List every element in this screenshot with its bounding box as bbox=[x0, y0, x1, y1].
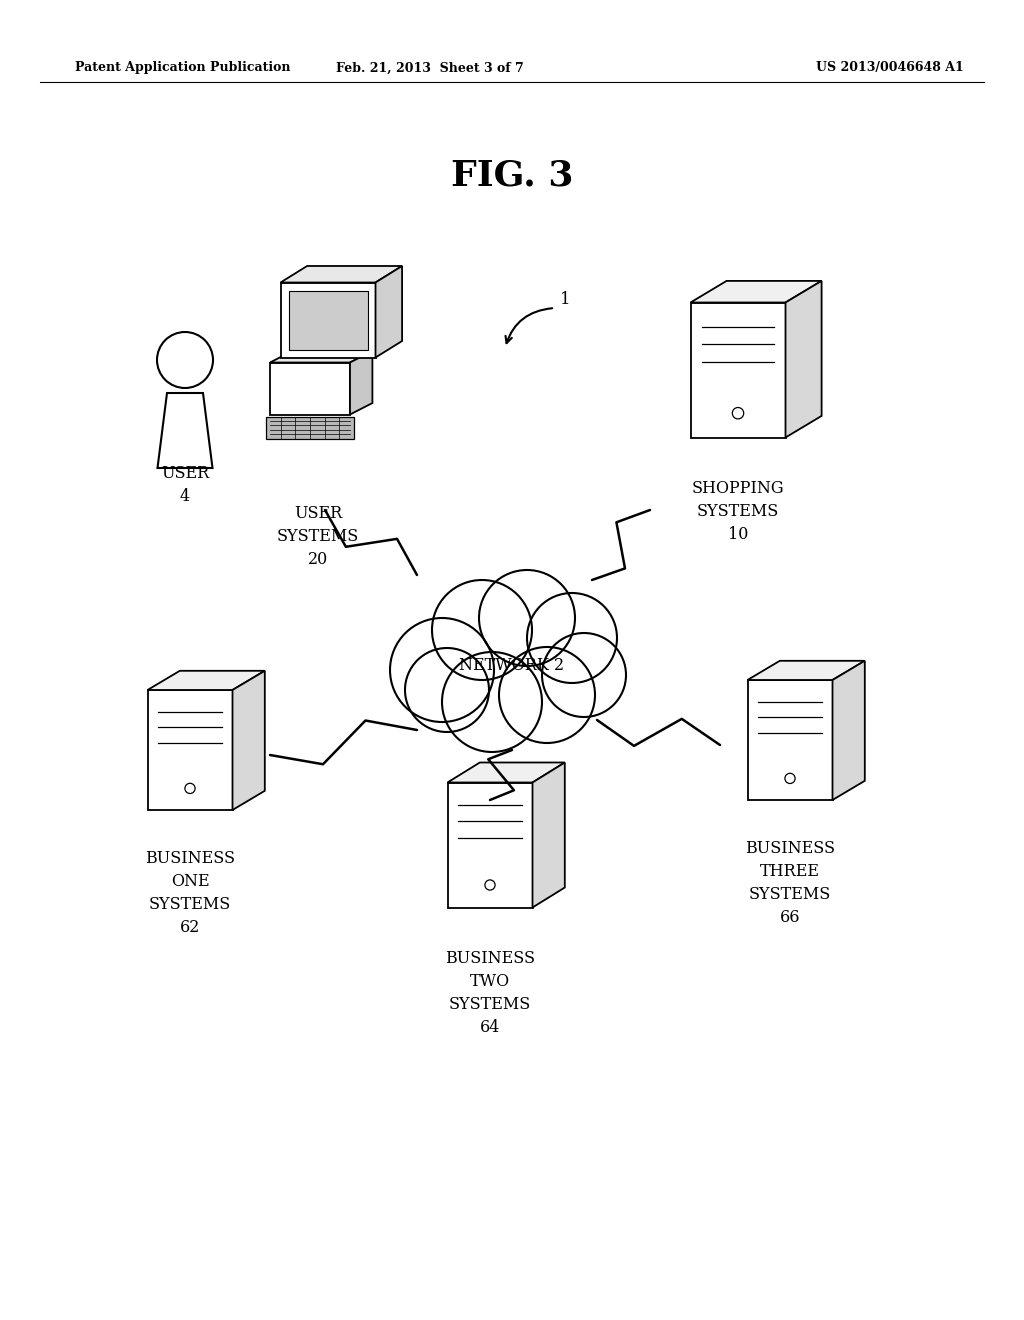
Text: BUSINESS
THREE
SYSTEMS
66: BUSINESS THREE SYSTEMS 66 bbox=[745, 840, 835, 925]
Text: Patent Application Publication: Patent Application Publication bbox=[75, 62, 291, 74]
Bar bbox=[270, 363, 350, 414]
Polygon shape bbox=[281, 267, 402, 282]
Circle shape bbox=[391, 619, 494, 721]
Circle shape bbox=[527, 594, 616, 682]
Polygon shape bbox=[447, 763, 565, 783]
Text: NETWORK 2: NETWORK 2 bbox=[460, 656, 564, 673]
Text: BUSINESS
TWO
SYSTEMS
64: BUSINESS TWO SYSTEMS 64 bbox=[445, 950, 535, 1036]
Bar bbox=[748, 680, 833, 800]
Polygon shape bbox=[690, 281, 821, 302]
Circle shape bbox=[479, 570, 575, 667]
Polygon shape bbox=[376, 267, 402, 358]
Text: FIG. 3: FIG. 3 bbox=[451, 158, 573, 191]
Polygon shape bbox=[232, 671, 265, 810]
Circle shape bbox=[390, 618, 494, 722]
Ellipse shape bbox=[412, 590, 612, 730]
Text: USER
4: USER 4 bbox=[161, 465, 209, 504]
FancyArrowPatch shape bbox=[506, 309, 552, 343]
Text: 1: 1 bbox=[560, 292, 570, 309]
Circle shape bbox=[442, 653, 542, 751]
Text: BUSINESS
ONE
SYSTEMS
62: BUSINESS ONE SYSTEMS 62 bbox=[145, 850, 234, 936]
Circle shape bbox=[432, 579, 532, 680]
Circle shape bbox=[499, 647, 595, 743]
Circle shape bbox=[527, 593, 617, 682]
Circle shape bbox=[543, 634, 626, 717]
Circle shape bbox=[433, 581, 531, 680]
Bar bbox=[690, 302, 785, 437]
Polygon shape bbox=[147, 671, 265, 690]
Circle shape bbox=[542, 634, 626, 717]
Polygon shape bbox=[833, 661, 865, 800]
Text: Feb. 21, 2013  Sheet 3 of 7: Feb. 21, 2013 Sheet 3 of 7 bbox=[336, 62, 524, 74]
Ellipse shape bbox=[417, 595, 607, 725]
Polygon shape bbox=[748, 661, 865, 680]
Text: USER
SYSTEMS
20: USER SYSTEMS 20 bbox=[276, 506, 359, 568]
Bar bbox=[289, 290, 368, 350]
Circle shape bbox=[406, 648, 489, 733]
Bar bbox=[266, 417, 354, 438]
Polygon shape bbox=[785, 281, 821, 437]
Polygon shape bbox=[270, 351, 373, 363]
Circle shape bbox=[480, 570, 574, 665]
Circle shape bbox=[500, 648, 594, 742]
Circle shape bbox=[406, 648, 488, 731]
Circle shape bbox=[442, 652, 542, 752]
Bar bbox=[281, 282, 376, 358]
Bar bbox=[447, 783, 532, 908]
Polygon shape bbox=[532, 763, 565, 908]
Text: SHOPPING
SYSTEMS
10: SHOPPING SYSTEMS 10 bbox=[691, 480, 784, 543]
Polygon shape bbox=[350, 351, 373, 414]
Text: US 2013/0046648 A1: US 2013/0046648 A1 bbox=[816, 62, 964, 74]
Bar bbox=[147, 690, 232, 810]
